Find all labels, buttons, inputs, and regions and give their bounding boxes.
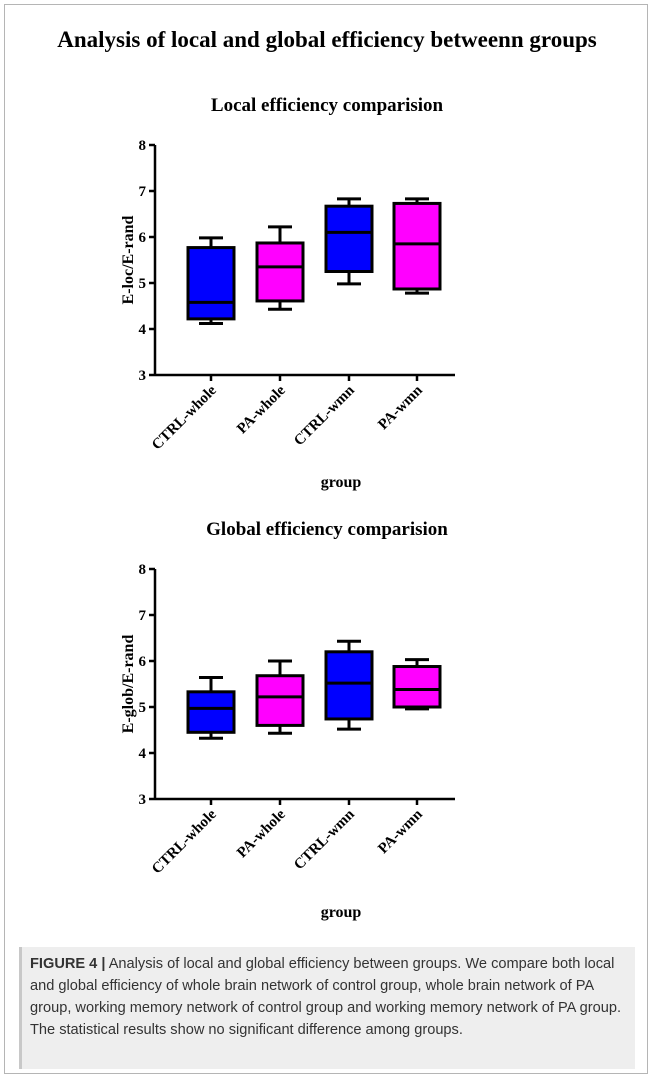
box-ctrl-whole (186, 676, 236, 740)
caption-text: Analysis of local and global efficiency … (30, 956, 622, 1038)
y-tick-label: 7 (139, 184, 147, 200)
y-tick-label: 7 (139, 608, 147, 624)
x-tick-label: PA-wmn (375, 806, 426, 857)
x-axis-label: group (321, 904, 362, 921)
chart-title: Global efficiency comparision (206, 519, 448, 540)
box-ctrl-wmn (324, 197, 374, 286)
y-tick-label: 5 (139, 276, 147, 292)
iqr-box (324, 204, 374, 273)
caption-label: FIGURE 4 | (30, 956, 106, 972)
figure-title: Analysis of local and global efficiency … (57, 27, 597, 52)
y-tick-label: 3 (139, 368, 147, 384)
y-tick-label: 4 (139, 746, 147, 762)
figure-frame: Analysis of local and global efficiency … (4, 4, 648, 1074)
iqr-box (186, 690, 236, 734)
iqr-box (392, 665, 442, 709)
y-axis-label: E-loc/E-rand (120, 215, 137, 304)
x-tick-label: PA-wmn (375, 382, 426, 433)
iqr-box (186, 246, 236, 321)
box-pa-wmn (392, 197, 442, 295)
global-efficiency-chart: Global efficiency comparision 3 4 5 6 7 8 E-glo… (120, 519, 455, 921)
iqr-box (255, 241, 305, 303)
iqr-box (392, 201, 442, 291)
y-axis-label: E-glob/E-rand (120, 635, 137, 734)
box-pa-whole (255, 659, 305, 735)
chart-title: Local efficiency comparision (211, 95, 444, 116)
x-tick-label: CTRL-whole (149, 382, 220, 453)
box-pa-wmn (392, 658, 442, 711)
y-tick-label: 6 (139, 230, 147, 246)
x-axis-label: group (321, 474, 362, 491)
y-tick-label: 4 (139, 322, 147, 338)
box-pa-whole (255, 225, 305, 311)
y-tick-label: 8 (139, 138, 147, 154)
figure-caption: FIGURE 4 | Analysis of local and global … (19, 947, 635, 1069)
x-tick-label: PA-whole (234, 382, 289, 437)
y-tick-label: 6 (139, 654, 147, 670)
box-ctrl-wmn (324, 639, 374, 731)
y-tick-label: 5 (139, 700, 147, 716)
x-tick-label: CTRL-wmn (291, 382, 358, 449)
x-tick-label: PA-whole (234, 806, 289, 861)
x-tick-label: CTRL-wmn (291, 806, 358, 873)
iqr-box (255, 674, 305, 727)
box-ctrl-whole (186, 236, 236, 325)
local-efficiency-chart: Local efficiency comparision 3 4 5 6 7 8 E-loc/… (120, 95, 455, 491)
y-tick-label: 8 (139, 562, 147, 578)
x-tick-label: CTRL-whole (149, 806, 220, 877)
y-tick-label: 3 (139, 792, 147, 808)
iqr-box (324, 650, 374, 721)
